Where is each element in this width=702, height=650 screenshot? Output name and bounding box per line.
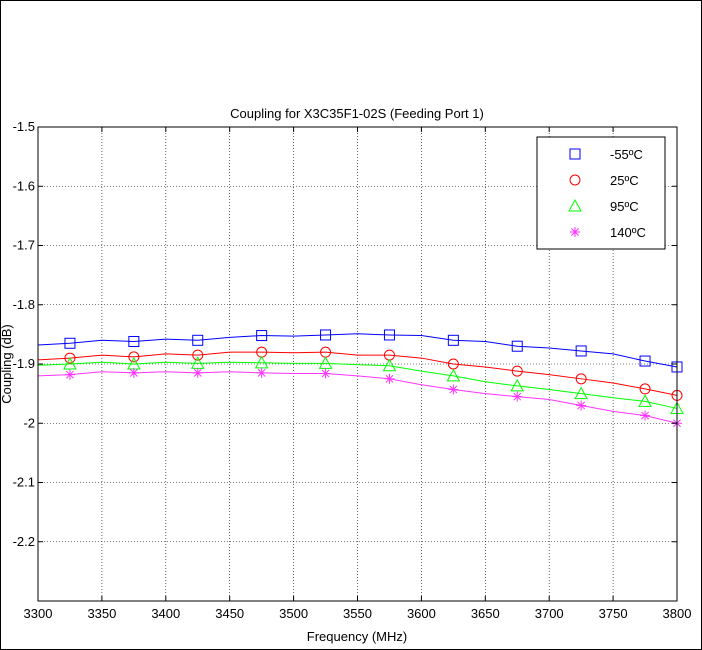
y-tick-label: -1.6 bbox=[13, 178, 35, 193]
star-stroke bbox=[449, 385, 458, 394]
series-1-point bbox=[256, 330, 268, 342]
series-4-point bbox=[512, 391, 523, 402]
series-1-point bbox=[447, 334, 459, 346]
series-2-point bbox=[64, 352, 76, 364]
star-stroke bbox=[641, 411, 650, 420]
star-stroke bbox=[385, 374, 394, 383]
legend-marker-4 bbox=[570, 227, 580, 237]
legend-label-2: 25ºC bbox=[610, 173, 639, 188]
series-2-point bbox=[192, 349, 204, 361]
series-2-point bbox=[511, 365, 523, 377]
series-1-point bbox=[575, 345, 587, 357]
series-4-point bbox=[640, 410, 651, 421]
x-tick-label: 3550 bbox=[343, 606, 372, 621]
legend-label-1: -55ºC bbox=[610, 147, 643, 162]
legend-marker-1 bbox=[569, 148, 581, 160]
x-tick-label: 3700 bbox=[535, 606, 564, 621]
series-4-point bbox=[448, 384, 459, 395]
x-tick-label: 3750 bbox=[599, 606, 628, 621]
series-1-point bbox=[639, 355, 651, 367]
legend-label-3: 95ºC bbox=[610, 199, 639, 214]
y-axis-label: Coupling (dB) bbox=[1, 324, 14, 404]
star-stroke bbox=[193, 368, 202, 377]
series-1-point bbox=[383, 329, 395, 341]
y-tick-label: -1.9 bbox=[13, 356, 35, 371]
axis-ticks: 3300 3350 3400 3450 3500 3550 3600 3650 3700 3750… bbox=[13, 119, 692, 621]
series-4-point bbox=[384, 373, 395, 384]
x-tick-label: 3650 bbox=[471, 606, 500, 621]
y-tick-label: -2.1 bbox=[13, 475, 35, 490]
y-tick-label: -1.8 bbox=[13, 297, 35, 312]
x-tick-label: 3350 bbox=[87, 606, 116, 621]
series-1-point bbox=[192, 334, 204, 346]
y-tick-label: -1.7 bbox=[13, 238, 35, 253]
series-line-2 bbox=[37, 351, 678, 396]
series-1-point bbox=[511, 340, 523, 352]
y-tick-label: -2 bbox=[23, 415, 35, 430]
series-3-point bbox=[574, 386, 588, 400]
star-stroke bbox=[129, 368, 138, 377]
x-tick-label: 3600 bbox=[407, 606, 436, 621]
series-1-point bbox=[64, 337, 76, 349]
series-1-point bbox=[128, 335, 140, 347]
star-stroke bbox=[571, 228, 579, 236]
series-4-point bbox=[256, 367, 267, 378]
series-4-point bbox=[64, 369, 75, 380]
series-3-point bbox=[63, 356, 77, 370]
legend-label-4: 140ºC bbox=[610, 225, 646, 240]
series-4-point bbox=[128, 367, 139, 378]
series-4-point bbox=[576, 400, 587, 411]
series-1-point bbox=[320, 329, 332, 341]
legend-marker-2 bbox=[569, 174, 581, 186]
star-stroke bbox=[513, 392, 522, 401]
series-line-3 bbox=[37, 361, 678, 409]
y-tick-label: -1.5 bbox=[13, 119, 35, 134]
series-group bbox=[37, 329, 684, 429]
star-stroke bbox=[577, 401, 586, 410]
x-tick-label: 3300 bbox=[24, 606, 53, 621]
series-4-point bbox=[320, 368, 331, 379]
legend-marker-3 bbox=[568, 198, 582, 212]
series-3-point bbox=[382, 358, 397, 372]
series-3-point bbox=[638, 394, 652, 407]
series-line-4 bbox=[37, 371, 678, 424]
series-3-point bbox=[254, 355, 269, 369]
series-2-point bbox=[639, 383, 651, 395]
legend: -55ºC 25ºC 95ºC 140ºC bbox=[536, 136, 666, 250]
series-2-point bbox=[575, 373, 587, 385]
series-4-point bbox=[192, 367, 203, 378]
series-3-point bbox=[446, 368, 461, 382]
star-stroke bbox=[257, 368, 266, 377]
series-line-1 bbox=[37, 333, 678, 368]
series-3-point bbox=[510, 378, 525, 392]
x-tick-label: 3500 bbox=[279, 606, 308, 621]
series-3-point bbox=[318, 356, 333, 369]
y-tick-label: -2.2 bbox=[13, 534, 35, 549]
legend-box bbox=[536, 136, 666, 250]
x-tick-label: 3800 bbox=[663, 606, 692, 621]
star-stroke bbox=[321, 369, 330, 378]
series-2-point bbox=[128, 351, 140, 363]
x-tick-label: 3400 bbox=[151, 606, 180, 621]
x-axis-label: Frequency (MHz) bbox=[307, 629, 407, 644]
chart-title: Coupling for X3C35F1-02S (Feeding Port 1… bbox=[230, 106, 484, 121]
star-stroke bbox=[65, 370, 74, 379]
x-tick-label: 3450 bbox=[215, 606, 244, 621]
